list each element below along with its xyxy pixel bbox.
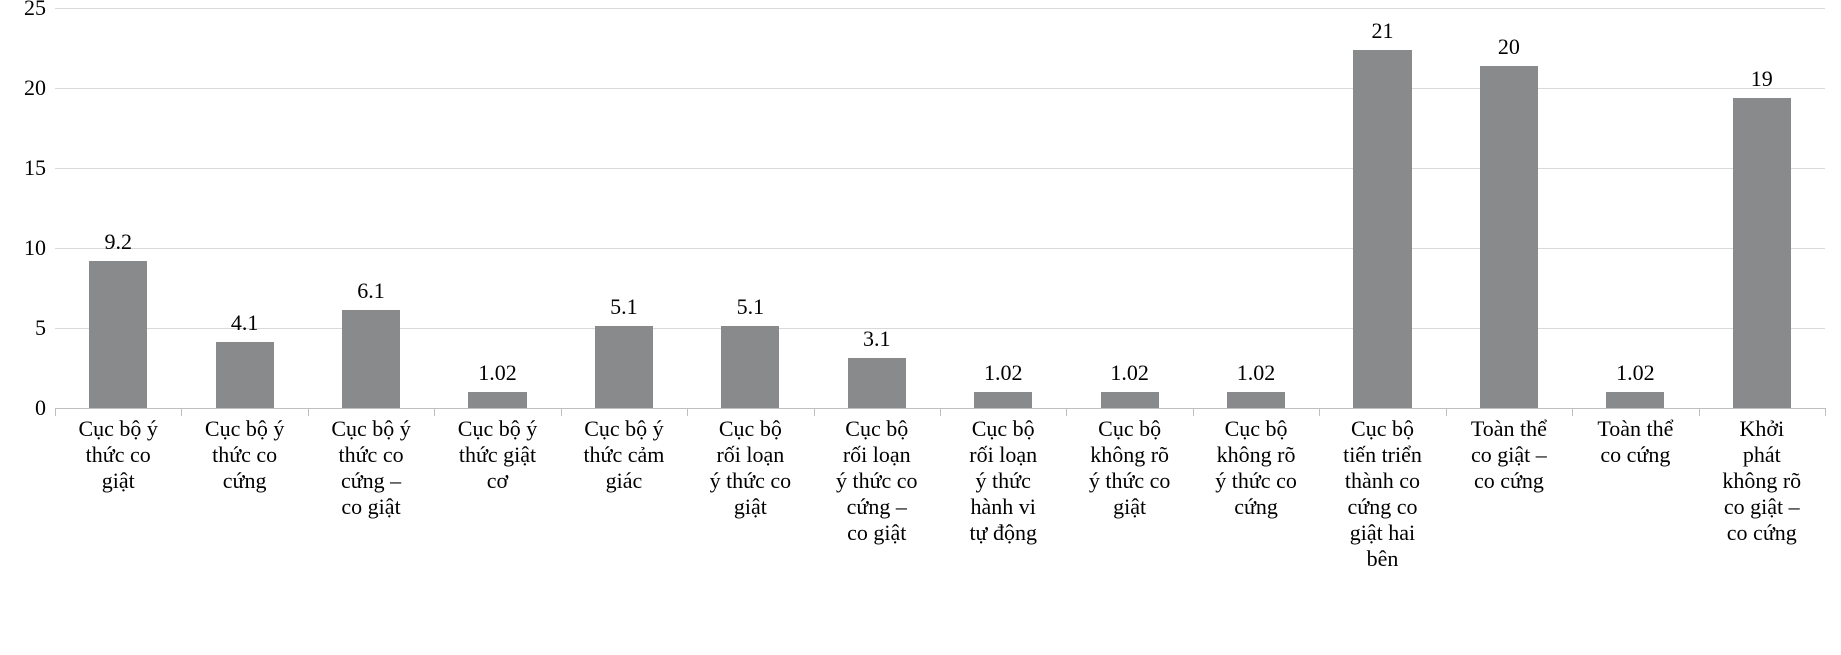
bar-value-label: 1.02 — [478, 360, 517, 386]
x-tick — [1825, 408, 1826, 416]
bar-rect — [1606, 392, 1664, 408]
bars-layer: 9.2 4.1 6.1 1.02 5.1 5.1 3.1 1.02 1.02 1.02 21 20 1.… — [55, 8, 1825, 408]
bar-value-label: 21 — [1371, 18, 1393, 44]
x-category-label: Cục bộ ýthức cogiật — [55, 416, 181, 494]
bar-value-label: 6.1 — [357, 278, 385, 304]
bar: 21 — [1319, 8, 1445, 408]
x-category-label: Cục bộkhông rõý thức cocứng — [1193, 416, 1319, 520]
bar-rect — [216, 342, 274, 408]
bar-rect — [1353, 50, 1411, 408]
bar: 19 — [1699, 8, 1825, 408]
x-tick — [561, 408, 562, 416]
bar-value-label: 9.2 — [104, 229, 132, 255]
bar: 5.1 — [687, 8, 813, 408]
x-axis: Cục bộ ýthức cogiậtCục bộ ýthức cocứngCụ… — [55, 416, 1825, 646]
x-category-label: Cục bộtiến triểnthành cocứng cogiật haib… — [1319, 416, 1445, 572]
x-category-label: Cục bộ ýthức giậtcơ — [434, 416, 560, 494]
bar-rect — [1733, 98, 1791, 408]
bar-value-label: 1.02 — [984, 360, 1023, 386]
x-category-label: Cục bộrối loạný thứchành vitự động — [940, 416, 1066, 546]
y-tick-label: 20 — [24, 75, 46, 101]
bar: 1.02 — [434, 8, 560, 408]
bar-value-label: 1.02 — [1616, 360, 1655, 386]
bar-rect — [974, 392, 1032, 408]
x-category-label: Cục bộrối loạný thức cocứng –co giật — [814, 416, 940, 546]
bar-value-label: 20 — [1498, 34, 1520, 60]
y-axis: 0510152025 — [0, 8, 50, 408]
x-tick — [308, 408, 309, 416]
bar-rect — [595, 326, 653, 408]
bar-rect — [1227, 392, 1285, 408]
y-tick-label: 15 — [24, 155, 46, 181]
bar: 1.02 — [1572, 8, 1698, 408]
y-tick-label: 10 — [24, 235, 46, 261]
bar: 1.02 — [1193, 8, 1319, 408]
x-tick — [434, 408, 435, 416]
bar-rect — [1480, 66, 1538, 408]
x-tick — [687, 408, 688, 416]
bar-chart-figure: 0 5 10 15 20 25 9.2 4.1 6.1 1.02 5.1 5.1 3.1 1.02 1.0… — [0, 0, 1841, 655]
x-category-label: Cục bộ ýthức cocứng –co giật — [308, 416, 434, 520]
x-tick — [55, 408, 56, 416]
y-tick-label: 0 — [35, 395, 46, 421]
bar: 9.2 — [55, 8, 181, 408]
bar-value-label: 1.02 — [1110, 360, 1149, 386]
x-category-label: Cục bộ ýthức cảmgiác — [561, 416, 687, 494]
bar-rect — [342, 310, 400, 408]
bar: 4.1 — [181, 8, 307, 408]
bar-value-label: 4.1 — [231, 310, 259, 336]
x-tick — [1319, 408, 1320, 416]
bar: 1.02 — [1066, 8, 1192, 408]
plot-area: 9.2 4.1 6.1 1.02 5.1 5.1 3.1 1.02 1.02 1.02 21 20 1.… — [55, 8, 1825, 408]
x-tick — [1193, 408, 1194, 416]
bar-rect — [1101, 392, 1159, 408]
bar-value-label: 3.1 — [863, 326, 891, 352]
x-tick — [181, 408, 182, 416]
x-tick — [1699, 408, 1700, 416]
x-tick — [1572, 408, 1573, 416]
x-tick — [1066, 408, 1067, 416]
bar: 6.1 — [308, 8, 434, 408]
bar: 20 — [1446, 8, 1572, 408]
x-category-label: Toàn thểco cứng — [1572, 416, 1698, 468]
bar: 5.1 — [561, 8, 687, 408]
x-category-label: Cục bộ ýthức cocứng — [181, 416, 307, 494]
y-tick-label: 5 — [35, 315, 46, 341]
x-tick — [1446, 408, 1447, 416]
x-tick — [940, 408, 941, 416]
bar-rect — [89, 261, 147, 408]
bar-value-label: 19 — [1751, 66, 1773, 92]
x-category-label: Cục bộrối loạný thức cogiật — [687, 416, 813, 520]
bar-value-label: 5.1 — [737, 294, 765, 320]
bar-rect — [721, 326, 779, 408]
x-category-label: Cục bộkhông rõý thức cogiật — [1066, 416, 1192, 520]
y-tick-label: 25 — [24, 0, 46, 21]
x-category-label: Khởiphátkhông rõco giật –co cứng — [1699, 416, 1825, 546]
x-tick — [814, 408, 815, 416]
bar-rect — [468, 392, 526, 408]
bar-rect — [848, 358, 906, 408]
bar-value-label: 5.1 — [610, 294, 638, 320]
bar: 1.02 — [940, 8, 1066, 408]
bar-value-label: 1.02 — [1237, 360, 1276, 386]
bar: 3.1 — [814, 8, 940, 408]
x-category-label: Toàn thểco giật –co cứng — [1446, 416, 1572, 494]
